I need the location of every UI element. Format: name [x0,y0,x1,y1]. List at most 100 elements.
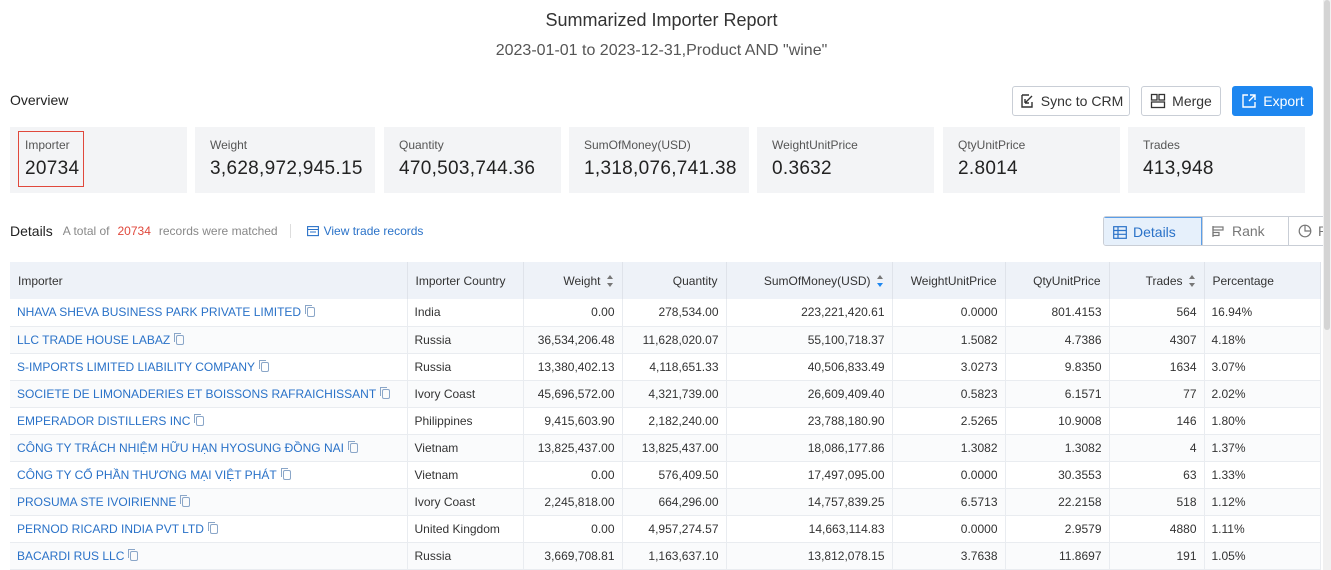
cell-value: 1.05% [1211,548,1246,563]
copy-icon[interactable] [207,521,218,534]
cell-value: 26,609,409.40 [807,386,885,401]
importer-name-link[interactable]: BACARDI RUS LLC [17,548,125,563]
total-prefix: A total of [62,224,110,238]
export-button[interactable]: Export [1232,86,1313,116]
cell-weight-unit-price: 0.0000 [892,461,1006,489]
cell-value: 45,696,572.00 [537,386,615,401]
cell-value: 9.8350 [1064,359,1102,374]
importer-name-link[interactable]: S-IMPORTS LIMITED LIABILITY COMPANY [17,359,256,374]
column-header-weight[interactable]: Weight [523,262,623,299]
cell-percentage: 1.33% [1204,461,1321,489]
column-header-sum-of-money[interactable]: SumOfMoney(USD) [726,262,893,299]
importer-name-link[interactable]: NHAVA SHEVA BUSINESS PARK PRIVATE LIMITE… [17,305,302,320]
cell-country: Russia [407,353,524,381]
copy-icon[interactable] [194,413,205,426]
cell-percentage: 4.18% [1204,326,1321,354]
cell-trades: 4880 [1109,515,1205,543]
cell-importer: BACARDI RUS LLC [10,542,408,570]
cell-value: 0.5823 [960,386,998,401]
cell-country: Russia [407,542,524,570]
copy-icon[interactable] [280,467,291,480]
tab-details-label: Details [1133,224,1176,240]
copy-icon[interactable] [380,386,391,399]
cell-value: Philippines [414,413,473,428]
cell-value: 1.5082 [960,332,998,347]
scrollbar[interactable] [1323,0,1331,570]
cell-qty-unit-price: 2.9579 [1005,515,1110,543]
importer-name-link[interactable]: CÔNG TY TRÁCH NHIỆM HỮU HẠN HYOSUNG ĐỒNG… [17,440,344,455]
cell-value: 0.00 [591,521,615,536]
cell-value: 1.3082 [1064,440,1102,455]
sort-icon[interactable] [606,275,614,288]
cell-weight-unit-price: 3.7638 [892,542,1006,570]
column-header-trades[interactable]: Trades [1109,262,1205,299]
cell-value: 0.0000 [960,521,998,536]
table-row: S-IMPORTS LIMITED LIABILITY COMPANY Russi… [10,353,1321,381]
cell-trades: 4307 [1109,326,1205,354]
importer-name-link[interactable]: LLC TRADE HOUSE LABAZ [17,332,171,347]
stat-value: 0.3632 [772,158,832,179]
importer-name-link[interactable]: PERNOD RICARD INDIA PVT LTD [17,521,204,536]
sync-to-crm-button[interactable]: Sync to CRM [1012,86,1130,116]
merge-button[interactable]: Merge [1141,86,1221,116]
cell-value: 3,669,708.81 [544,548,615,563]
sort-icon[interactable] [1188,275,1196,288]
importer-name-link[interactable]: SOCIETE DE LIMONADERIES ET BOISSONS RAFR… [17,386,377,401]
column-header-importer: Importer [10,262,408,299]
copy-icon[interactable] [174,332,185,345]
cell-sum-of-money: 14,757,839.25 [726,488,893,516]
importer-name-link[interactable]: EMPERADOR DISTILLERS INC [17,413,191,428]
cell-value: 23,788,180.90 [807,413,885,428]
total-suffix: records were matched [158,224,278,238]
copy-icon[interactable] [128,548,139,561]
details-header: Details A total of 20734 records were ma… [10,222,423,240]
copy-icon[interactable] [180,494,191,507]
cell-value: Vietnam [414,467,459,482]
cell-qty-unit-price: 11.8697 [1005,542,1110,570]
scrollbar-thumb[interactable] [1324,0,1330,330]
cell-value: 2.02% [1211,386,1246,401]
tab-details[interactable]: Details [1104,217,1202,245]
cell-value: Russia [414,359,452,374]
importer-name-link[interactable]: CÔNG TY CỔ PHẦN THƯƠNG MẠI VIỆT PHÁT [17,467,277,482]
stat-value: 1,318,076,741.38 [584,158,737,179]
cell-value: 4,118,651.33 [649,359,719,374]
cell-value: 564 [1176,305,1197,320]
cell-value: 0.0000 [960,467,998,482]
stat-card-weight-unit-price: WeightUnitPrice 0.3632 [757,127,934,193]
table-header-row: Importer Importer Country Weight Quantit… [10,262,1321,299]
cell-importer: CÔNG TY CỔ PHẦN THƯƠNG MẠI VIỆT PHÁT [10,461,408,489]
importer-name-link[interactable]: PROSUMA STE IVOIRIENNE [17,494,177,509]
copy-icon[interactable] [347,440,358,453]
stat-label: Quantity [399,138,444,152]
stat-label: SumOfMoney(USD) [584,138,691,152]
sort-icon[interactable] [876,275,884,288]
cell-value: 664,296.00 [658,494,719,509]
table-row: NHAVA SHEVA BUSINESS PARK PRIVATE LIMITE… [10,299,1321,327]
cell-value: 0.00 [591,467,615,482]
stat-label: Importer [25,138,70,152]
cell-value: 1.80% [1211,413,1246,428]
cell-value: 11.8697 [1059,548,1102,563]
cell-country: Vietnam [407,461,524,489]
cell-sum-of-money: 223,221,420.61 [726,299,893,327]
sync-to-crm-label: Sync to CRM [1040,93,1124,109]
stat-card-importer: Importer 20734 [10,127,187,193]
tab-rank[interactable]: Rank [1202,217,1288,245]
cell-value: 4,321,739.00 [648,386,719,401]
cell-quantity: 2,182,240.00 [622,407,727,435]
cell-value: Ivory Coast [414,386,476,401]
cell-qty-unit-price: 30.3553 [1005,461,1110,489]
details-title: Details [10,223,53,239]
merge-label: Merge [1172,93,1212,109]
cell-value: 55,100,718.37 [807,332,885,347]
copy-icon[interactable] [305,305,316,318]
cell-sum-of-money: 18,086,177.86 [726,434,893,462]
cell-sum-of-money: 40,506,833.49 [726,353,893,381]
cell-weight-unit-price: 1.5082 [892,326,1006,354]
cell-weight: 13,380,402.13 [523,353,623,381]
table-icon [1113,225,1127,239]
view-trade-records-link[interactable]: View trade records [306,224,423,238]
copy-icon[interactable] [259,359,270,372]
stat-label: Weight [210,138,248,152]
